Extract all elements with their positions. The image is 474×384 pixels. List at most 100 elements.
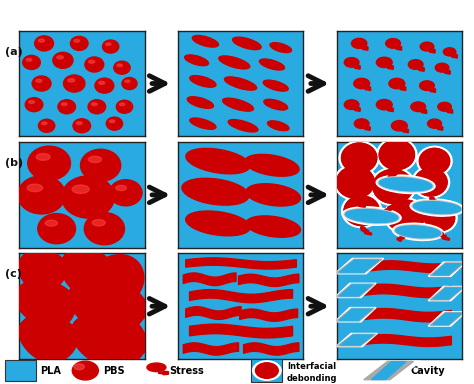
Ellipse shape [389,78,405,89]
Ellipse shape [23,55,40,70]
Ellipse shape [410,199,464,216]
Ellipse shape [81,149,121,181]
Polygon shape [79,290,121,320]
Ellipse shape [373,170,413,204]
Polygon shape [433,288,461,299]
Ellipse shape [342,207,401,225]
Text: (a): (a) [5,46,22,56]
Ellipse shape [384,198,427,234]
Ellipse shape [419,149,449,174]
Ellipse shape [72,361,99,380]
Polygon shape [430,313,464,325]
Ellipse shape [109,120,115,122]
Ellipse shape [378,177,433,192]
Ellipse shape [29,101,35,103]
Ellipse shape [122,78,137,89]
Polygon shape [337,259,382,273]
Ellipse shape [435,63,449,72]
Ellipse shape [253,361,281,380]
Ellipse shape [387,200,424,232]
Ellipse shape [339,141,379,175]
Ellipse shape [376,57,392,68]
Ellipse shape [379,140,414,170]
Ellipse shape [263,80,288,91]
Ellipse shape [57,56,64,59]
Polygon shape [29,260,56,281]
Text: (b): (b) [5,158,23,168]
Ellipse shape [379,178,432,191]
Ellipse shape [411,102,426,112]
Ellipse shape [376,99,392,110]
Bar [5,360,36,381]
Ellipse shape [27,184,43,192]
Ellipse shape [92,220,105,226]
Ellipse shape [71,36,88,50]
Ellipse shape [73,119,91,133]
Ellipse shape [72,185,89,194]
Ellipse shape [28,146,71,180]
Ellipse shape [342,143,377,173]
Polygon shape [433,264,461,275]
Ellipse shape [412,200,462,215]
Polygon shape [364,361,413,380]
Ellipse shape [344,58,359,67]
Ellipse shape [342,194,382,228]
Ellipse shape [109,180,142,206]
Ellipse shape [394,225,442,239]
Ellipse shape [270,43,292,53]
Ellipse shape [408,60,423,70]
Ellipse shape [38,39,45,42]
Ellipse shape [187,97,213,108]
Polygon shape [340,335,373,345]
Ellipse shape [102,40,119,53]
Ellipse shape [346,209,398,223]
Ellipse shape [190,118,216,129]
Ellipse shape [414,169,447,196]
Ellipse shape [182,178,249,205]
Ellipse shape [38,214,75,244]
Ellipse shape [45,220,57,226]
Ellipse shape [74,364,84,370]
Ellipse shape [396,226,441,238]
Ellipse shape [219,56,250,69]
Ellipse shape [337,166,374,198]
Ellipse shape [74,40,80,42]
Ellipse shape [190,76,216,87]
Ellipse shape [443,48,456,56]
Polygon shape [335,308,376,322]
Ellipse shape [89,156,101,162]
Ellipse shape [344,100,359,109]
Polygon shape [428,262,466,276]
Ellipse shape [376,175,435,194]
Ellipse shape [422,204,457,233]
Ellipse shape [114,61,130,74]
Ellipse shape [64,75,85,92]
Ellipse shape [225,77,256,90]
Ellipse shape [35,36,54,51]
Ellipse shape [91,103,97,106]
Polygon shape [335,283,376,298]
Ellipse shape [25,98,43,112]
Polygon shape [338,334,375,346]
Ellipse shape [62,176,114,218]
Polygon shape [430,263,464,276]
Polygon shape [29,325,67,352]
Ellipse shape [424,205,455,231]
Polygon shape [433,313,461,324]
Ellipse shape [223,98,254,111]
Ellipse shape [185,55,209,66]
Ellipse shape [245,154,299,176]
Polygon shape [335,258,383,274]
Ellipse shape [89,60,95,63]
Ellipse shape [53,52,73,68]
Ellipse shape [58,100,75,114]
Ellipse shape [18,176,65,214]
Ellipse shape [125,80,130,83]
Ellipse shape [428,119,441,128]
Text: Cavity: Cavity [410,366,445,376]
Polygon shape [356,361,420,380]
Text: (c): (c) [5,269,22,279]
Ellipse shape [106,117,123,130]
Ellipse shape [344,196,379,225]
Ellipse shape [61,103,67,106]
